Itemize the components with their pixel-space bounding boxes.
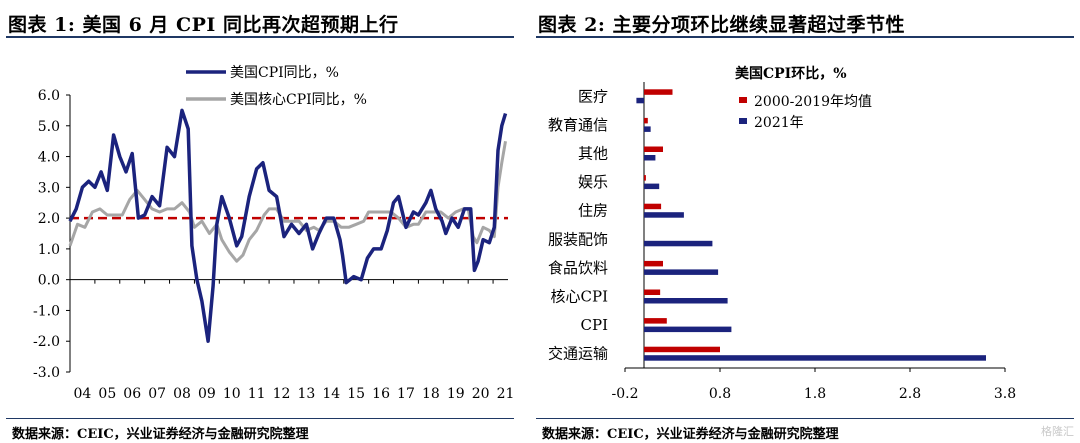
category-label: 住房	[578, 202, 608, 220]
legend-label: 美国核心CPI同比，%	[230, 92, 367, 108]
legend-label: 2021年	[754, 115, 804, 131]
bar-2021	[644, 269, 719, 275]
bar-2021	[636, 97, 644, 104]
x-tick-label: 08	[173, 386, 191, 402]
bar-avg-2000-2019	[644, 346, 720, 353]
bar-avg-2000-2019	[644, 89, 673, 95]
bar-avg-2000-2019	[644, 289, 661, 295]
bar-2021	[644, 212, 684, 218]
y-tick-label: 0.0	[38, 273, 60, 289]
x-tick-label: 17	[397, 386, 415, 402]
category-label: 医疗	[578, 87, 608, 105]
cpi-yoy-line-chart: 6.0 5.0 4.0 3.0 2.0 1.0 0.0 -1.0 -2.0 -3.0 04 05 06 0…	[33, 65, 515, 402]
bar-2021	[644, 183, 660, 190]
bar-avg-2000-2019	[644, 146, 663, 152]
x-tick-label: 16	[372, 386, 390, 402]
y-tick-label: -3.0	[33, 365, 60, 381]
bar-avg-2000-2019	[644, 175, 646, 181]
bar-2021	[644, 240, 713, 247]
bar-2021	[644, 326, 732, 333]
bar-2021	[644, 155, 656, 161]
x-tick-label: 18	[422, 386, 440, 402]
bar-2021	[644, 298, 728, 304]
x-tick-label: 12	[273, 386, 291, 402]
y-tick-label: 1.0	[38, 242, 60, 258]
y-tick-label: -1.0	[33, 303, 60, 319]
legend-label: 2000-2019年均值	[754, 94, 872, 110]
y-tick-label: 6.0	[38, 88, 60, 104]
y-tick-label: 2.0	[38, 211, 60, 227]
x-tick-label: 0.8	[709, 386, 731, 402]
figure-2-title: 图表 2: 主要分项环比继续显著超过季节性	[538, 14, 905, 36]
watermark-logo: 格隆汇	[1041, 425, 1074, 438]
category-label: 其他	[578, 145, 608, 163]
y-tick-label: 5.0	[38, 119, 60, 135]
x-tick-label: 20	[472, 386, 490, 402]
category-label: 娱乐	[578, 173, 608, 191]
x-tick-label: 3.8	[994, 386, 1016, 402]
legend-swatch	[739, 118, 747, 124]
category-label: CPI	[581, 316, 609, 334]
bar-avg-2000-2019	[644, 203, 662, 210]
figure-1-title-rule	[6, 36, 514, 38]
figure-1-source-rule	[6, 418, 514, 419]
bar-avg-2000-2019	[644, 260, 663, 267]
x-tick-label: -0.2	[612, 386, 639, 402]
category-label: 交通运输	[548, 345, 608, 363]
figure-1-panel: 图表 1: 美国 6 月 CPI 同比再次超预期上行 6.0 5.0 4.0 3.0 2…	[0, 0, 520, 443]
cpi-mom-bar-chart: -0.2 0.8 1.8 2.8 3.8 医疗教育通信其他娱乐住房服装配饰食品饮料核心CP…	[548, 65, 1016, 402]
figure-1-source: 数据来源：CEIC，兴业证券经济与金融研究院整理	[12, 427, 309, 442]
series-line-cpi-yoy	[68, 108, 508, 343]
legend-swatch	[739, 97, 747, 103]
y-tick-label: 4.0	[38, 150, 60, 166]
x-tick-label: 14	[322, 386, 340, 402]
x-tick-label: 15	[347, 386, 365, 402]
x-tick-label: 2.8	[899, 386, 921, 402]
figure-1-title: 图表 1: 美国 6 月 CPI 同比再次超预期上行	[8, 14, 399, 36]
x-tick-label: 13	[298, 386, 316, 402]
category-label: 服装配饰	[548, 230, 608, 248]
figure-2-panel: 图表 2: 主要分项环比继续显著超过季节性 -0.2 0.8 1.8 2.8 3.8 医疗…	[530, 0, 1080, 443]
x-tick-label: 1.8	[804, 386, 826, 402]
x-tick-label: 09	[198, 386, 216, 402]
legend-label: 美国CPI同比，%	[230, 65, 339, 81]
chart-title: 美国CPI环比，%	[735, 65, 847, 82]
category-label: 教育通信	[548, 116, 608, 134]
x-tick-label: 04	[74, 386, 92, 402]
bar-2021	[644, 126, 651, 132]
bar-avg-2000-2019	[644, 318, 667, 324]
category-label: 食品饮料	[548, 259, 608, 277]
x-tick-label: 21	[497, 386, 515, 402]
figure-2-source-rule	[536, 418, 1074, 419]
x-tick-label: 05	[98, 386, 116, 402]
bar-avg-2000-2019	[644, 117, 648, 124]
figure-2-title-rule	[536, 36, 1074, 38]
x-tick-label: 07	[148, 386, 166, 402]
category-label: 核心CPI	[551, 288, 609, 306]
y-tick-label: 3.0	[38, 180, 60, 196]
bar-2021	[644, 355, 986, 361]
x-tick-label: 06	[123, 386, 141, 402]
y-tick-label: -2.0	[33, 334, 60, 350]
x-tick-label: 19	[447, 386, 465, 402]
x-tick-label: 11	[248, 386, 266, 402]
x-tick-label: 10	[223, 386, 241, 402]
figure-2-source: 数据来源：CEIC，兴业证券经济与金融研究院整理	[542, 427, 839, 442]
